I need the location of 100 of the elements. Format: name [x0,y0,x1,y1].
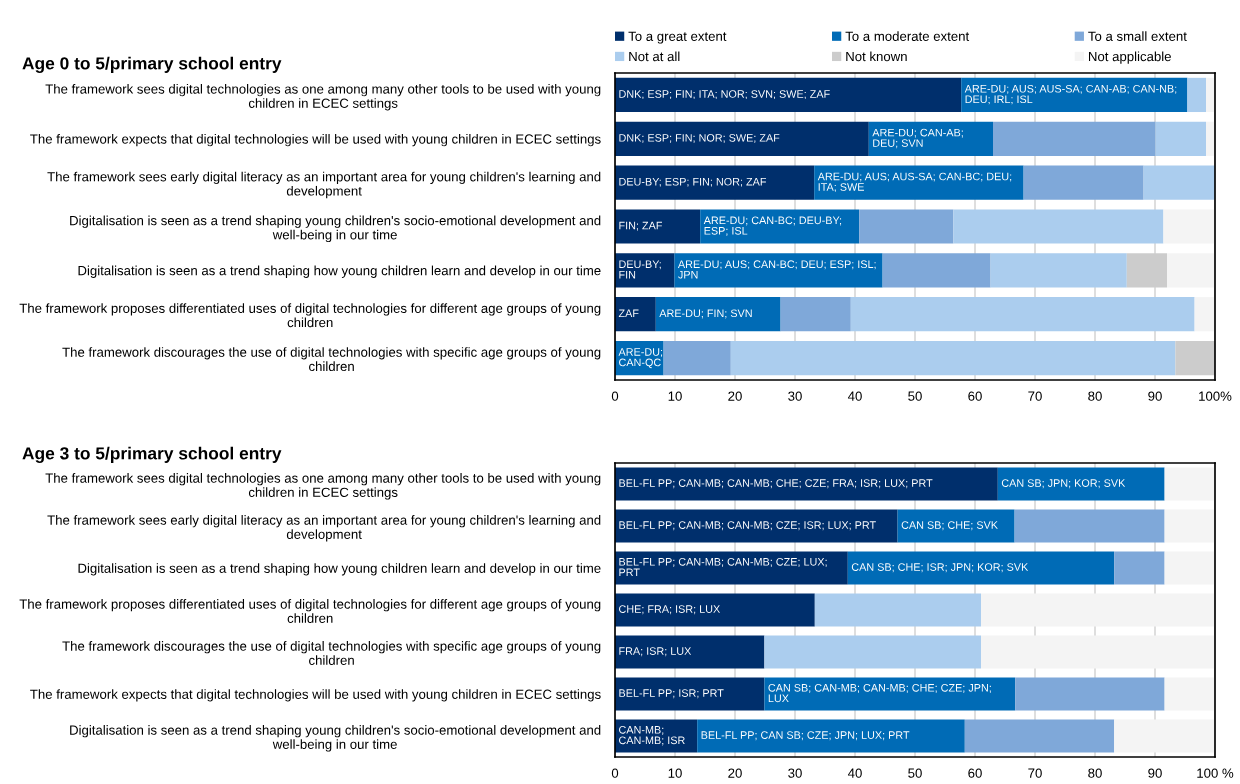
bar [615,593,815,627]
data-label: BEL-FL PP; CAN-MB; CAN-MB; CZE; LUX; PRT [619,557,827,577]
y-tick-label: The framework discourages the use of digital technologies with specific age groups of young children [62,347,601,372]
x-tick-label: 10 [668,768,682,778]
data-label: ZAF [618,309,639,318]
data-label: CAN SB; CAN-MB; CAN-MB; CHE; CZE; JPN; LUX [768,683,991,703]
y-tick-label: The framework sees digital technologies as one among many other tools to be used with young children in ECEC settings [45,84,601,111]
bar [981,635,1215,669]
data-label: ARE-DU; CAN-AB; DEU; SVN [872,128,963,149]
data-label: BEL-FL PP; CAN-MB; CAN-MB; CZE; ISR; LUX; PRT [619,521,876,531]
x-tick-label: 70 [1028,768,1042,778]
bar [615,77,962,113]
bar [615,677,765,711]
bar [1187,77,1206,113]
data-label: BEL-FL PP; CAN SB; CZE; JPN; LUX; PRT [701,731,910,741]
bar [1164,509,1215,543]
x-tick-label: 70 [1028,391,1042,401]
y-tick-label: The framework expects that digital technologies will be used with young children in ECEC settings [30,689,601,702]
bar [1194,297,1215,332]
data-label: FRA; ISR; LUX [619,647,692,657]
bar [859,209,954,244]
bar [615,635,765,669]
data-label: DEU-BY; ESP; FIN; NOR; ZAF [619,177,767,187]
y-tick-label: The framework sees digital technologies as one among many other tools to be used with young children in ECEC settings [45,473,601,500]
data-label: BEL-FL PP; CAN-MB; CAN-MB; CHE; CZE; FRA; ISR; LUX; PRT [619,479,933,489]
bar [1167,253,1215,288]
y-tick-label: The framework expects that digital technologies will be used with young children in ECEC settings [30,134,601,147]
legend-label: Not at all [629,51,680,62]
x-tick-label: 60 [968,391,982,401]
bar [655,297,781,332]
x-tick-label: 20 [728,768,742,778]
data-label: DEU-BY; FIN [619,260,661,279]
bar [615,209,701,244]
bar [850,297,1195,332]
y-tick-label: The framework sees early digital literacy as an important area for young children's learning and development [47,515,601,542]
data-label: CAN-MB; CAN-MB; ISR [619,725,685,746]
bar [990,253,1127,288]
bar [1163,209,1215,244]
legend-label: To a great extent [628,31,727,44]
bar [764,677,1016,711]
x-tick-label: 80 [1088,768,1102,778]
bar [615,297,656,332]
bar [882,253,991,288]
data-label: DNK; ESP; FIN; ITA; NOR; SVN; SWE; ZAF [619,90,830,100]
legend-label: Not applicable [1088,51,1171,64]
data-label: CAN SB; CHE; ISR; JPN; KOR; SVK [851,563,1029,573]
x-tick-label: 0 [611,768,619,778]
x-tick-label: 0 [611,391,619,401]
x-tick-label: 50 [908,391,922,401]
bar [961,77,1188,113]
x-tick-label: 10 [668,391,682,401]
data-label: CAN SB; CHE; SVK [901,521,998,531]
data-label: BEL-FL PP; ISR; PRT [619,689,724,699]
y-tick-label: The framework proposes differentiated uses of digital technologies for different age groups of young children [19,303,601,328]
data-label: CHE; FRA; ISR; LUX [619,605,720,615]
bar [1023,165,1144,200]
bar [615,509,898,543]
bar [981,593,1215,627]
data-label: ARE-DU; AUS; AUS-SA; CAN-BC; DEU; ITA; SWE [817,172,1012,193]
x-tick-label: 40 [847,391,862,401]
x-tick-label: 80 [1088,391,1102,401]
y-tick-label: Digitalisation is seen as a trend shaping young children's socio-emotional development and well-being in our time [70,215,601,243]
bar [700,209,860,244]
text: Age 0 to 5/primary school entry [22,56,282,73]
bar [1114,551,1165,585]
x-tick-label: 50 [908,768,922,778]
bar [615,253,675,288]
bar [615,467,998,501]
text: Age 3 to 5/primary school entry [22,446,282,463]
data-label: ARE-DU; CAN-BC; DEU-BY; ESP; ISL [703,216,842,236]
x-tick-label: 30 [788,768,802,778]
bar [868,121,993,156]
bar [615,121,869,156]
bar [993,121,1156,156]
x-tick-label: 90 [1148,391,1162,401]
bar [1143,165,1215,200]
bar [1014,509,1165,543]
data-label: ARE-DU; FIN; SVN [659,309,752,319]
x-tick-label: 100% [1199,391,1232,401]
data-label: CAN SB; JPN; KOR; SVK [1001,479,1126,489]
legend-label: Not known [846,51,907,62]
bar [615,165,815,200]
y-tick-label: The framework proposes differentiated uses of digital technologies for different age groups of young children [19,599,601,623]
bar [953,209,1164,244]
bar [697,719,965,753]
bar [615,551,848,585]
x-tick-label: 60 [968,768,982,778]
bar [964,719,1115,753]
bar [1164,551,1215,585]
bar [1175,340,1215,376]
y-tick-label: Digitalisation is seen as a trend shaping how young children learn and develop in our time [78,563,601,576]
x-tick-label: 30 [788,391,802,401]
bar [1164,677,1215,711]
bar [1155,121,1206,156]
bar [1015,677,1165,711]
bar [997,467,1165,501]
bar [1164,467,1215,501]
bar [897,509,1015,543]
x-tick-label: 100 % [1197,768,1234,778]
bar [674,253,883,288]
